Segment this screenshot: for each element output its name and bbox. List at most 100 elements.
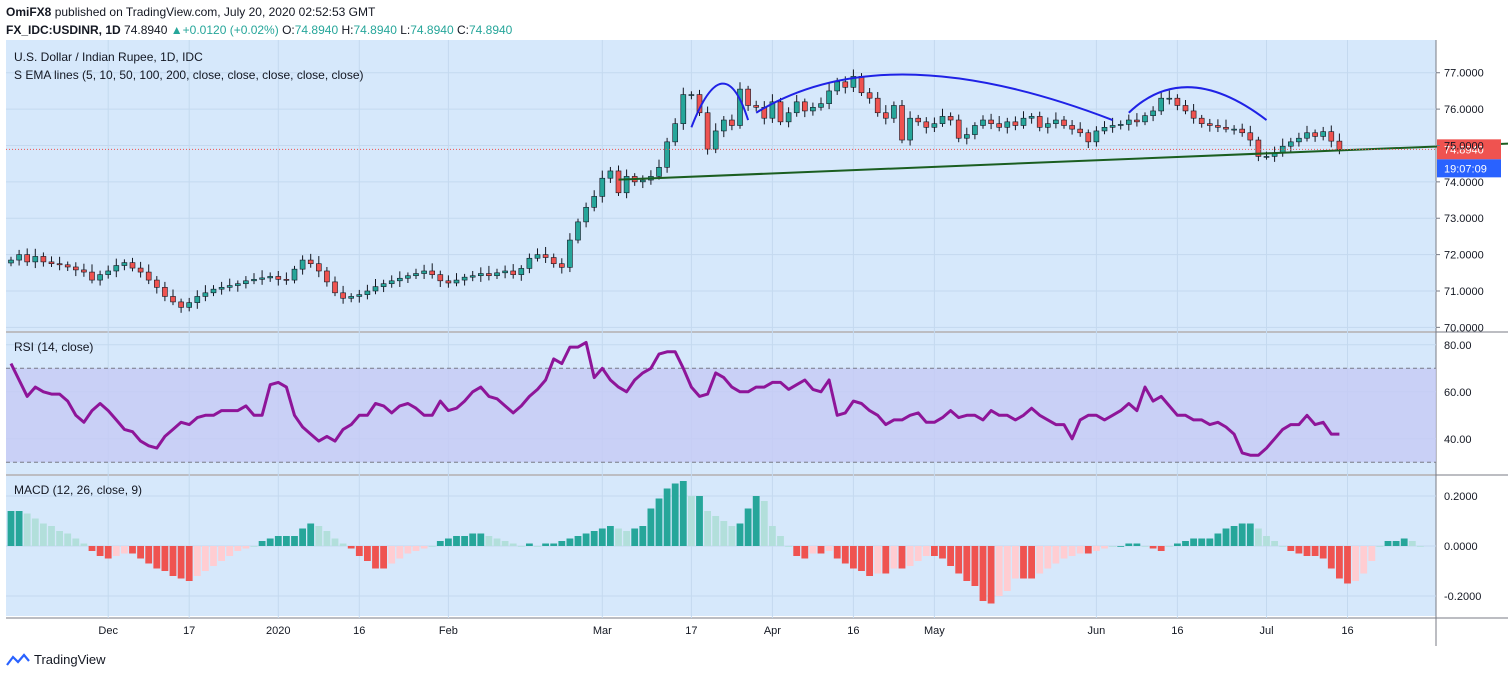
candle-body: [615, 170, 622, 194]
candle-body: [380, 283, 387, 287]
candle-body: [162, 287, 168, 297]
macd-histogram-bar: [355, 546, 363, 556]
candle-body: [1150, 110, 1156, 116]
candle-body: [1328, 131, 1335, 142]
candle-body: [704, 112, 711, 150]
macd-histogram-bar: [218, 546, 225, 561]
candle-body: [437, 274, 444, 282]
candle-body: [486, 273, 492, 277]
macd-histogram-bar: [72, 538, 80, 546]
candle-body: [939, 116, 946, 124]
candle-body: [461, 276, 468, 281]
macd-histogram-bar: [1408, 541, 1416, 546]
macd-histogram-bar: [1125, 543, 1133, 546]
macd-histogram-bar: [177, 546, 185, 579]
macd-histogram-bar: [1117, 546, 1125, 547]
candle-body: [251, 279, 257, 282]
macd-histogram-bar: [914, 546, 922, 561]
candle-body: [599, 177, 606, 197]
macd-histogram-bar: [137, 546, 144, 559]
candle-body: [1198, 117, 1205, 124]
candle-body: [421, 270, 427, 274]
current-price-tag-label: 74.8940: [1444, 144, 1484, 156]
macd-histogram-bar: [104, 546, 112, 559]
candle-body: [469, 275, 476, 278]
macd-histogram-bar: [574, 536, 582, 546]
candle-body: [963, 134, 970, 139]
pattern-arc[interactable]: [1128, 86, 1268, 121]
macd-histogram-bar: [1076, 546, 1084, 554]
candle-body: [591, 196, 598, 208]
macd-histogram-bar: [785, 546, 792, 547]
macd-histogram-bar: [315, 526, 323, 546]
candle-body: [1004, 121, 1011, 128]
chart-area[interactable]: 74.8940 19:07:09 Dec 17 2020 16 Feb Mar 17 Apr 16…: [0, 40, 1508, 646]
macd-histogram-bar: [1149, 546, 1157, 549]
candle-body: [1239, 128, 1245, 134]
macd-histogram-bar: [850, 546, 857, 569]
pattern-arc[interactable]: [690, 82, 750, 128]
tradingview-footer[interactable]: TradingView: [6, 652, 106, 667]
candle-body: [583, 207, 589, 223]
price-tick-label: 77.0000: [1444, 68, 1484, 80]
neckline-trendline[interactable]: [618, 132, 1508, 181]
candle-body: [64, 264, 71, 268]
candle-body: [1109, 125, 1116, 128]
macd-histogram-bar: [679, 481, 687, 546]
macd-histogram-bar: [48, 526, 55, 546]
symbol-label: FX_IDC:USDINR, 1D: [6, 23, 121, 37]
macd-histogram-bar: [258, 541, 266, 546]
candle-body: [1223, 127, 1229, 130]
candle-body: [121, 262, 128, 266]
rsi-tick-label: 80.00: [1444, 340, 1472, 352]
macd-histogram-bar: [1214, 533, 1222, 546]
time-tick-label: 16: [847, 625, 859, 637]
candle-body: [801, 101, 808, 112]
author-name[interactable]: OmiFX8: [6, 5, 52, 19]
rsi-pane-title: RSI (14, close): [14, 340, 93, 354]
time-tick-label: Feb: [439, 625, 458, 637]
candle-body: [299, 259, 306, 270]
macd-histogram-bar: [202, 546, 209, 571]
candle-body: [105, 270, 111, 275]
candle-body: [1296, 137, 1302, 143]
macd-histogram-bar: [250, 546, 258, 547]
candle-body: [1207, 123, 1213, 126]
macd-histogram-bar: [1036, 546, 1044, 574]
macd-histogram-bar: [728, 526, 736, 546]
pattern-arc[interactable]: [755, 73, 1113, 121]
candle-body: [445, 280, 452, 284]
ohlc-low-label: L:: [400, 23, 411, 37]
macd-pane-title: MACD (12, 26, close, 9): [14, 483, 142, 497]
candle-body: [834, 81, 841, 92]
price-tick-label: 74.0000: [1444, 177, 1484, 189]
macd-histogram-bar: [534, 546, 541, 547]
time-tick-label: Apr: [764, 625, 781, 637]
macd-histogram-bar: [1133, 543, 1141, 546]
candle-body: [575, 221, 581, 241]
candle-body: [137, 267, 144, 273]
candle-body: [1101, 127, 1108, 132]
macd-histogram-bar: [153, 546, 161, 569]
macd-histogram-bar: [898, 546, 906, 569]
macd-histogram-bar: [704, 511, 711, 546]
candle-body: [785, 112, 792, 123]
macd-histogram-bar: [963, 546, 971, 581]
macd-histogram-bar: [1336, 546, 1343, 579]
candle-body: [56, 263, 63, 266]
candle-body: [745, 88, 751, 106]
candle-body: [720, 119, 727, 132]
candle-body: [170, 296, 176, 303]
candle-body: [396, 277, 403, 282]
candle-body: [1190, 110, 1197, 119]
candle-body: [1166, 97, 1173, 100]
macd-histogram-bar: [169, 546, 177, 576]
macd-histogram-bar: [971, 546, 979, 586]
last-price: 74.8940: [124, 23, 168, 37]
candle-body: [1012, 121, 1019, 126]
candle-body: [1126, 119, 1132, 125]
time-tick-label: 2020: [266, 625, 290, 637]
candle-body: [178, 301, 184, 308]
candle-body: [16, 254, 22, 261]
macd-histogram-bar: [882, 546, 890, 574]
